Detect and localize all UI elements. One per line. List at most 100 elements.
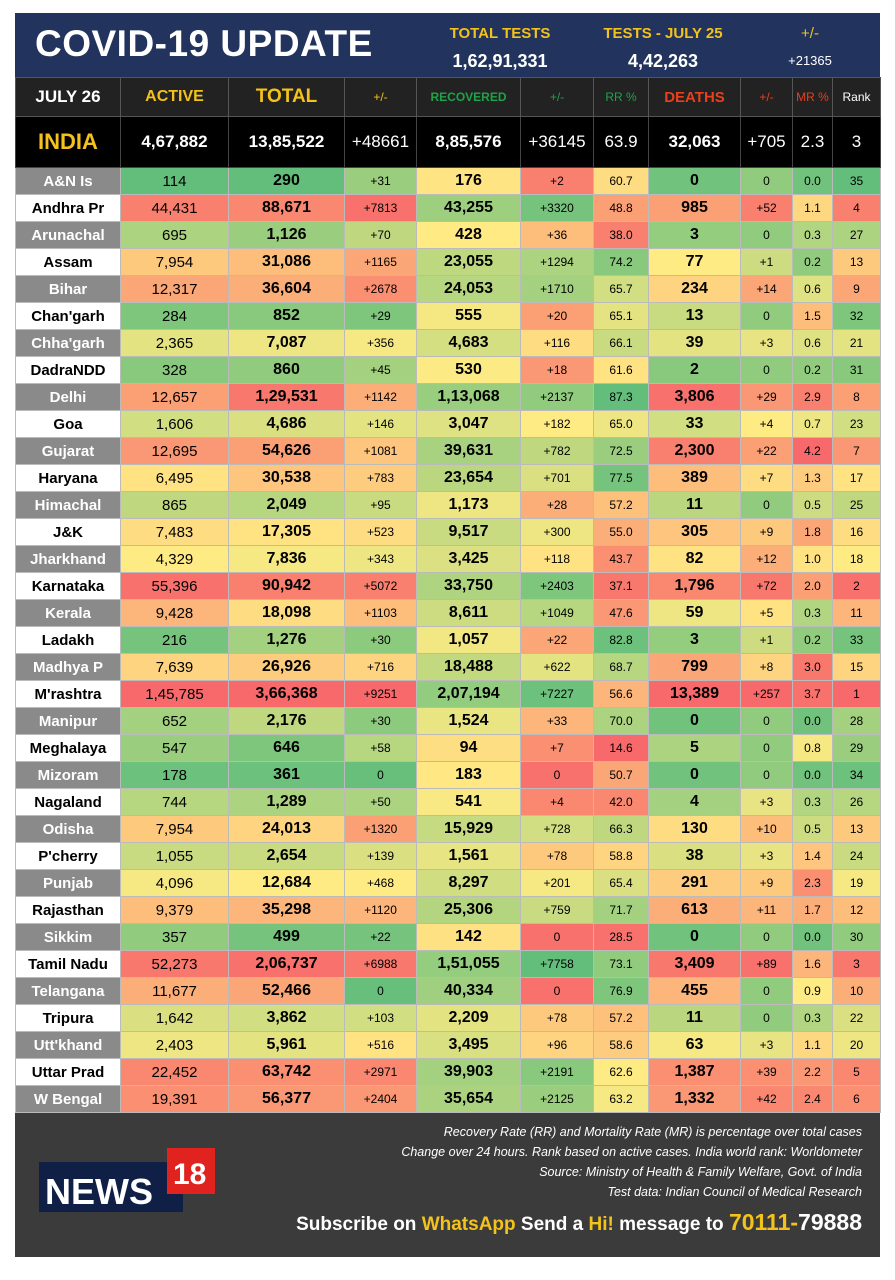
active-cell: 744: [120, 788, 229, 816]
deaths-cell: 0: [648, 761, 741, 789]
state-cell: Tripura: [15, 1004, 121, 1032]
rank-cell: 30: [832, 923, 881, 951]
table-row: Nagaland 744 1,289 +50 541 +4 42.0 4 +3 0.3 26: [15, 788, 881, 816]
total-cell: 35,298: [228, 896, 345, 924]
total-change-cell: +95: [344, 491, 417, 519]
rr-cell: 50.7: [593, 761, 649, 789]
recovered-change-cell: +701: [520, 464, 594, 492]
state-cell: Andhra Pr: [15, 194, 121, 222]
state-cell: Goa: [15, 410, 121, 438]
total-cell: 499: [228, 923, 345, 951]
rank-cell: 6: [832, 1085, 881, 1113]
rank-cell: 1: [832, 680, 881, 708]
rank-cell: 35: [832, 167, 881, 195]
deaths-cell: 3,409: [648, 950, 741, 978]
deaths-change-cell: +3: [740, 1031, 793, 1059]
state-cell: W Bengal: [15, 1085, 121, 1113]
state-cell: Bihar: [15, 275, 121, 303]
subscribe-line: Subscribe on WhatsApp Send a Hi! message…: [296, 1209, 862, 1236]
rank-cell: 19: [832, 869, 881, 897]
deaths-cell: 799: [648, 653, 741, 681]
active-cell: 178: [120, 761, 229, 789]
hi-text: Hi!: [588, 1214, 614, 1235]
recovered-change-cell: +20: [520, 302, 594, 330]
tests-day-label: TESTS - JULY 25: [603, 25, 723, 42]
total-cell: 26,926: [228, 653, 345, 681]
recovered-cell: 183: [416, 761, 521, 789]
mr-cell: 2.3: [792, 869, 833, 897]
mr-cell: 2.4: [792, 1085, 833, 1113]
recovered-change-cell: +36: [520, 221, 594, 249]
total-cell: 361: [228, 761, 345, 789]
rank-cell: 13: [832, 815, 881, 843]
total-change-cell: +2404: [344, 1085, 417, 1113]
whatsapp-text: WhatsApp: [421, 1214, 516, 1235]
recovered-cell: 176: [416, 167, 521, 195]
table-row: Uttar Prad 22,452 63,742 +2971 39,903 +2191 62…: [15, 1058, 881, 1086]
recovered-change-cell: +18: [520, 356, 594, 384]
rank-cell: 13: [832, 248, 881, 276]
svg-text:NEWS: NEWS: [45, 1171, 153, 1212]
recovered-header: RECOVERED: [416, 77, 521, 117]
india-active: 4,67,882: [120, 116, 229, 168]
state-cell: Meghalaya: [15, 734, 121, 762]
rr-cell: 65.1: [593, 302, 649, 330]
total-change-cell: +2678: [344, 275, 417, 303]
deaths-cell: 3: [648, 221, 741, 249]
active-header: ACTIVE: [120, 77, 229, 117]
tests-change-label: +/-: [801, 25, 819, 42]
recovered-change-cell: +2403: [520, 572, 594, 600]
deaths-change-cell: +3: [740, 842, 793, 870]
recovered-cell: 35,654: [416, 1085, 521, 1113]
total-change-cell: +6988: [344, 950, 417, 978]
recovered-change-cell: +33: [520, 707, 594, 735]
news18-logo: NEWS 18: [39, 1148, 215, 1212]
india-mr: 2.3: [792, 116, 833, 168]
rr-cell: 77.5: [593, 464, 649, 492]
recovered-cell: 1,173: [416, 491, 521, 519]
rank-cell: 28: [832, 707, 881, 735]
total-change-cell: +30: [344, 626, 417, 654]
total-cell: 36,604: [228, 275, 345, 303]
table-row: Bihar 12,317 36,604 +2678 24,053 +1710 65.7 234…: [15, 275, 881, 303]
total-cell: 5,961: [228, 1031, 345, 1059]
rank-cell: 24: [832, 842, 881, 870]
active-cell: 1,642: [120, 1004, 229, 1032]
deaths-change-cell: +42: [740, 1085, 793, 1113]
table-row: Mizoram 178 361 0 183 0 50.7 0 0 0.0 34: [15, 761, 881, 789]
total-cell: 52,466: [228, 977, 345, 1005]
deaths-header: DEATHS: [648, 77, 741, 117]
deaths-cell: 305: [648, 518, 741, 546]
rank-cell: 3: [832, 950, 881, 978]
deaths-change-cell: 0: [740, 1004, 793, 1032]
state-cell: Mizoram: [15, 761, 121, 789]
active-cell: 284: [120, 302, 229, 330]
total-cell: 24,013: [228, 815, 345, 843]
table-row: Chan'garh 284 852 +29 555 +20 65.1 13 0 1.5 32: [15, 302, 881, 330]
sub-text: Send a: [515, 1214, 589, 1235]
mr-cell: 1.7: [792, 896, 833, 924]
india-total: 13,85,522: [228, 116, 345, 168]
rank-cell: 7: [832, 437, 881, 465]
state-cell: Ladakh: [15, 626, 121, 654]
total-cell: 12,684: [228, 869, 345, 897]
table-row: Jharkhand 4,329 7,836 +343 3,425 +118 43.7 82 +1…: [15, 545, 881, 573]
deaths-cell: 38: [648, 842, 741, 870]
recovered-change-cell: +201: [520, 869, 594, 897]
deaths-change-cell: 0: [740, 356, 793, 384]
total-cell: 88,671: [228, 194, 345, 222]
rr-cell: 37.1: [593, 572, 649, 600]
state-cell: Manipur: [15, 707, 121, 735]
deaths-change-cell: +10: [740, 815, 793, 843]
total-change-cell: +139: [344, 842, 417, 870]
recovered-cell: 3,047: [416, 410, 521, 438]
rr-cell: 66.1: [593, 329, 649, 357]
rr-cell: 42.0: [593, 788, 649, 816]
recovered-cell: 1,524: [416, 707, 521, 735]
state-cell: Punjab: [15, 869, 121, 897]
recovered-cell: 15,929: [416, 815, 521, 843]
table-row: Gujarat 12,695 54,626 +1081 39,631 +782 72.5 2,…: [15, 437, 881, 465]
deaths-cell: 3,806: [648, 383, 741, 411]
total-cell: 7,836: [228, 545, 345, 573]
mr-cell: 0.6: [792, 275, 833, 303]
